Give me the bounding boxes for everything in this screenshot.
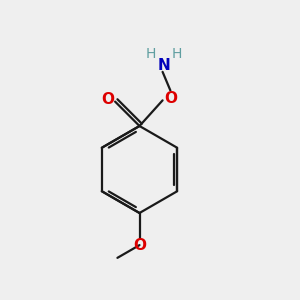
Text: O: O (101, 92, 114, 107)
Text: O: O (164, 92, 177, 106)
Text: H: H (171, 47, 182, 61)
Text: N: N (158, 58, 170, 74)
Text: H: H (146, 47, 156, 61)
Text: O: O (133, 238, 146, 253)
